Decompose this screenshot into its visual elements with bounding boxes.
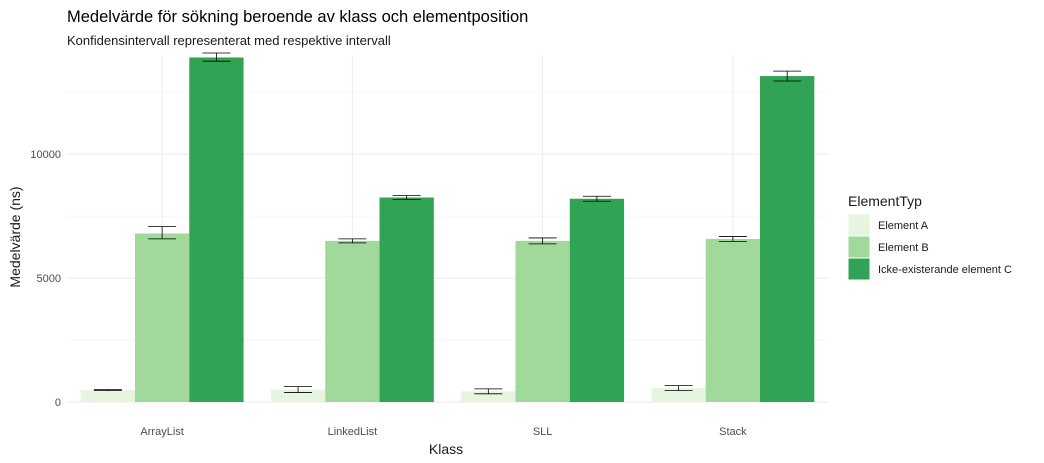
bar [760,76,815,402]
bar [515,240,570,402]
error-bar [582,195,611,202]
legend-swatch [847,257,871,281]
legend-item: Icke-existerande element C [847,257,1012,281]
bars [80,57,815,402]
bar [461,391,516,402]
bar [705,238,761,402]
legend-swatch [847,235,871,259]
bar [134,233,190,402]
legend-title: ElementTyp [848,193,922,209]
legend-item: Element A [847,213,929,237]
legend-item: Element B [847,235,929,259]
bar [651,388,706,402]
bar [189,57,244,402]
chart-subtitle: Konfidensintervall representerat med res… [67,33,391,48]
error-bar [338,238,367,244]
chart-title: Medelvärde för sökning beroende av klass… [67,8,528,26]
x-axis-ticks: ArrayList LinkedList SLL Stack [140,426,747,438]
x-tick-label: ArrayList [140,426,183,438]
y-axis-ticks: 0 5000 10000 [30,149,61,409]
error-bar [773,70,802,82]
y-tick-label: 10000 [30,149,61,161]
error-bar [202,52,231,62]
bar [80,390,135,402]
bar [569,198,625,402]
legend-label: Element A [878,220,929,232]
y-axis-title: Medelvärde (ns) [7,186,23,287]
error-bar [148,226,177,240]
x-tick-label: LinkedList [328,426,378,438]
error-bar [284,386,313,393]
error-bar [392,195,421,200]
error-bar [528,237,557,245]
bar [325,240,380,402]
error-bar [93,389,122,391]
legend-label: Icke-existerande element C [878,264,1012,276]
y-tick-label: 5000 [37,273,61,285]
error-bars [93,52,802,395]
legend: ElementTyp Element A Element B Icke-existe… [847,193,1012,281]
error-bar [664,385,693,391]
x-axis-title: Klass [429,441,463,457]
error-bar [718,236,747,242]
x-tick-label: SLL [533,426,553,438]
error-bar [474,388,503,395]
legend-label: Element B [878,242,929,254]
bar [379,197,434,402]
legend-swatch [847,213,871,237]
y-tick-label: 0 [55,397,61,409]
x-tick-label: Stack [719,426,747,438]
